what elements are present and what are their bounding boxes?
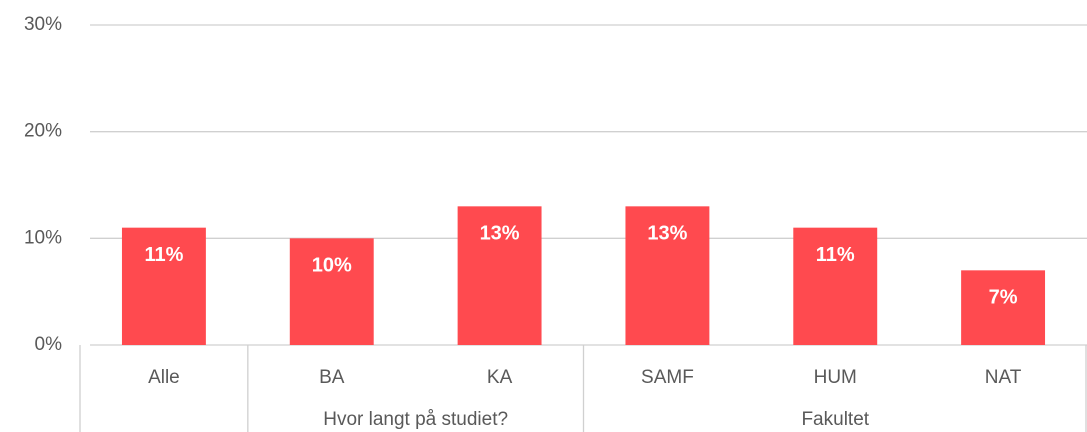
x-tick-label: SAMF [641,367,694,388]
bar [457,206,542,345]
x-tick-label: NAT [985,367,1022,388]
value-label: 10% [312,255,352,277]
value-label: 11% [816,244,855,266]
bar [793,227,878,345]
y-tick-label: 10% [24,227,62,248]
bar [961,270,1046,345]
x-tick-label: HUM [814,367,857,388]
group-label: Fakultet [801,409,869,430]
bar [121,227,206,345]
y-tick-label: 30% [24,14,62,35]
group-label: Hvor langt på studiet? [323,409,508,430]
value-label: 7% [989,287,1018,309]
value-label: 11% [144,244,183,266]
bar [289,238,374,345]
y-tick-label: 20% [24,121,62,142]
y-tick-label: 0% [35,334,63,355]
x-tick-label: Alle [148,367,180,388]
value-label: 13% [647,223,687,245]
x-tick-label: KA [487,367,513,388]
bar [625,206,710,345]
value-label: 13% [480,223,520,245]
x-tick-label: BA [319,367,345,388]
